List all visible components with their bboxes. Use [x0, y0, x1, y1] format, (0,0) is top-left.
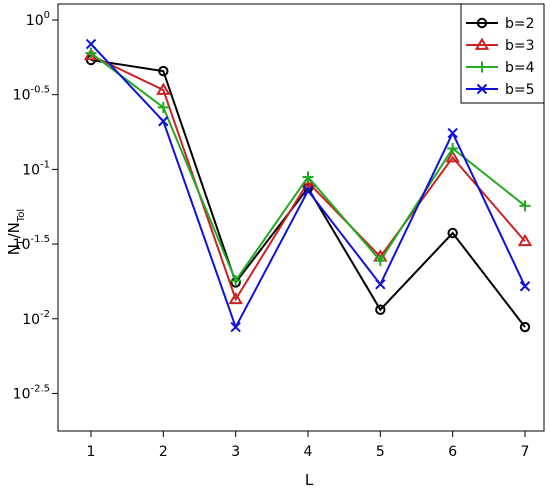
legend-item: b=2 [466, 16, 535, 32]
data-point [519, 281, 531, 292]
y-label-sub2: Tol [16, 209, 27, 223]
x-tick-label: 3 [231, 444, 240, 460]
data-point [476, 83, 488, 95]
x-tick-label: 5 [376, 444, 385, 460]
data-point [85, 38, 97, 50]
series-b-5 [85, 38, 531, 333]
data-point [447, 127, 458, 139]
y-label-main: N [5, 244, 23, 255]
legend-label: b=5 [505, 82, 535, 98]
x-tick-label: 7 [521, 444, 530, 460]
data-point [375, 304, 386, 315]
legend-item: b=4 [466, 60, 535, 76]
x-tick-label: 6 [448, 444, 457, 460]
plot-frame [57, 3, 545, 432]
series-layer [83, 38, 533, 333]
data-point [519, 321, 531, 333]
y-label-sep: /N [5, 222, 23, 238]
y-tick-label: 100 [26, 10, 50, 29]
data-point [447, 227, 458, 239]
x-axis-label: L [305, 471, 314, 489]
data-point [447, 142, 459, 154]
data-point [519, 200, 531, 212]
y-tick-label: 10-0.5 [13, 85, 50, 104]
x-tick-label: 2 [159, 444, 168, 460]
legend-label: b=3 [505, 38, 535, 54]
data-point [302, 171, 314, 183]
data-point [85, 47, 97, 59]
data-point [302, 185, 314, 196]
y-axis-label: NL/NTol [5, 209, 27, 255]
data-point [230, 275, 242, 287]
x-axis: 1 2 3 4 5 6 7 [87, 431, 530, 460]
legend-label: b=4 [505, 60, 535, 76]
data-point [445, 150, 460, 163]
y-label-sub1: L [16, 238, 27, 244]
data-point [156, 82, 171, 95]
data-point [228, 291, 243, 305]
y-tick-label: 10-2 [22, 309, 50, 328]
data-point [476, 61, 488, 73]
legend-box [460, 3, 545, 104]
data-point [374, 255, 386, 267]
y-axis: 100 10-0.5 10-1 10-1.5 10-2 10-2.5 [13, 10, 58, 402]
legend: b=2 b=3 b=4 b=5 [460, 3, 545, 104]
x-tick-label: 4 [304, 444, 313, 460]
x-tick-label: 1 [87, 444, 96, 460]
legend-item: b=3 [466, 37, 535, 54]
data-point [517, 233, 533, 247]
data-point [158, 65, 169, 77]
legend-label: b=2 [505, 16, 535, 32]
data-point [476, 17, 488, 29]
y-tick-label: 10-1.5 [13, 234, 50, 253]
data-point [157, 101, 169, 113]
data-point [230, 321, 241, 333]
legend-item: b=5 [466, 82, 535, 98]
y-tick-label: 10-2.5 [13, 383, 50, 402]
data-point [474, 37, 490, 50]
data-point [158, 116, 169, 127]
data-point [375, 279, 386, 290]
series-b-4 [85, 47, 531, 287]
series-line [90, 58, 526, 328]
y-tick-label: 10-1 [22, 159, 50, 178]
